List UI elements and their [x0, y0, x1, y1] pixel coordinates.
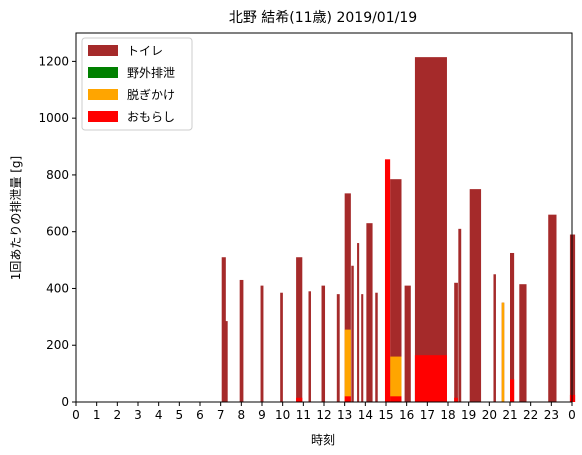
- y-tick-label-3: 600: [46, 225, 69, 239]
- y-axis: 0 200 400 600 800 1000 1200: [38, 54, 76, 409]
- x-tick-label-3: 3: [134, 408, 142, 422]
- bar-2-2: [501, 302, 505, 402]
- bar-0-8: [336, 294, 340, 402]
- x-tick-label-23: 23: [544, 408, 559, 422]
- bar-3-1: [344, 396, 351, 402]
- legend-swatch-2: [88, 89, 118, 100]
- x-tick-label-15: 15: [378, 408, 393, 422]
- bar-0-2: [239, 279, 244, 402]
- y-tick-label-5: 1000: [38, 111, 69, 125]
- bar-3-7: [569, 394, 576, 402]
- bar-0-0: [221, 257, 226, 402]
- legend-swatch-3: [88, 111, 118, 122]
- legend-swatch-1: [88, 67, 118, 78]
- x-tick-label-2: 2: [114, 408, 122, 422]
- y-tick-label-1: 200: [46, 338, 69, 352]
- x-tick-label-9: 9: [258, 408, 266, 422]
- x-tick-label-24: 0: [568, 408, 576, 422]
- bar-0-9: [344, 193, 351, 402]
- x-tick-label-0: 0: [72, 408, 80, 422]
- bar-3-6: [510, 379, 515, 402]
- x-tick-label-11: 11: [296, 408, 311, 422]
- x-tick-label-1: 1: [93, 408, 101, 422]
- y-tick-label-6: 1200: [38, 54, 69, 68]
- y-tick-label-4: 800: [46, 168, 69, 182]
- y-tick-label-2: 400: [46, 281, 69, 295]
- x-tick-label-16: 16: [399, 408, 414, 422]
- bar-0-1: [225, 321, 228, 402]
- x-tick-label-20: 20: [482, 408, 497, 422]
- bar-0-25: [548, 214, 557, 402]
- bar-0-23: [510, 252, 515, 402]
- y-axis-label: 1回あたりの排泄量 [g]: [9, 156, 23, 280]
- x-tick-label-22: 22: [523, 408, 538, 422]
- x-axis: 0 1 2 3 4 5 6 7 8 9 10 11 12 13 14 15 16 17 18 19 20 21 22 23 0: [72, 402, 576, 422]
- y-tick-label-0: 0: [61, 395, 69, 409]
- x-tick-label-7: 7: [217, 408, 225, 422]
- x-tick-label-4: 4: [155, 408, 163, 422]
- legend-label-2: 脱ぎかけ: [127, 87, 175, 102]
- bar-3-4: [414, 355, 447, 402]
- bar-0-21: [493, 274, 496, 402]
- bar-0-24: [519, 284, 527, 402]
- bar-0-19: [458, 228, 462, 402]
- x-tick-label-13: 13: [337, 408, 352, 422]
- bar-0-4: [280, 292, 283, 402]
- legend-label-1: 野外排泄: [127, 66, 175, 80]
- legend-label-0: トイレ: [127, 44, 163, 58]
- bar-3-0: [296, 397, 303, 402]
- bar-3-2: [384, 159, 391, 402]
- bar-3-5: [454, 397, 458, 402]
- bar-0-14: [375, 292, 378, 402]
- bar-2-0: [344, 329, 351, 402]
- bar-0-15: [390, 179, 402, 402]
- bar-0-12: [361, 294, 364, 402]
- x-tick-label-8: 8: [238, 408, 246, 422]
- x-tick-label-19: 19: [461, 408, 476, 422]
- x-tick-label-6: 6: [196, 408, 204, 422]
- bar-0-13: [366, 223, 373, 402]
- x-axis-label: 時刻: [311, 433, 335, 447]
- bar-0-10: [351, 265, 354, 402]
- bars-layer: [221, 57, 576, 402]
- x-tick-label-12: 12: [316, 408, 331, 422]
- x-tick-label-17: 17: [420, 408, 435, 422]
- bar-0-16: [404, 285, 411, 402]
- x-tick-label-5: 5: [176, 408, 184, 422]
- bar-0-17: [414, 57, 447, 402]
- bar-0-5: [296, 257, 303, 402]
- x-tick-label-10: 10: [275, 408, 290, 422]
- legend-box: [81, 37, 193, 131]
- bar-0-18: [454, 282, 458, 402]
- bar-3-3: [390, 396, 402, 402]
- bar-0-11: [357, 243, 360, 402]
- bar-2-1: [390, 356, 402, 402]
- bar-0-6: [308, 291, 311, 402]
- bar-0-3: [260, 285, 264, 402]
- x-tick-label-14: 14: [358, 408, 373, 422]
- x-tick-label-21: 21: [502, 408, 517, 422]
- legend-label-3: おもらし: [127, 110, 175, 124]
- bar-0-20: [469, 189, 482, 402]
- chart-title: 北野 結希(11歳) 2019/01/19: [229, 10, 417, 26]
- bar-0-7: [321, 285, 326, 402]
- legend-swatch-0: [88, 45, 118, 56]
- x-tick-label-18: 18: [440, 408, 455, 422]
- bar-0-26: [569, 234, 576, 402]
